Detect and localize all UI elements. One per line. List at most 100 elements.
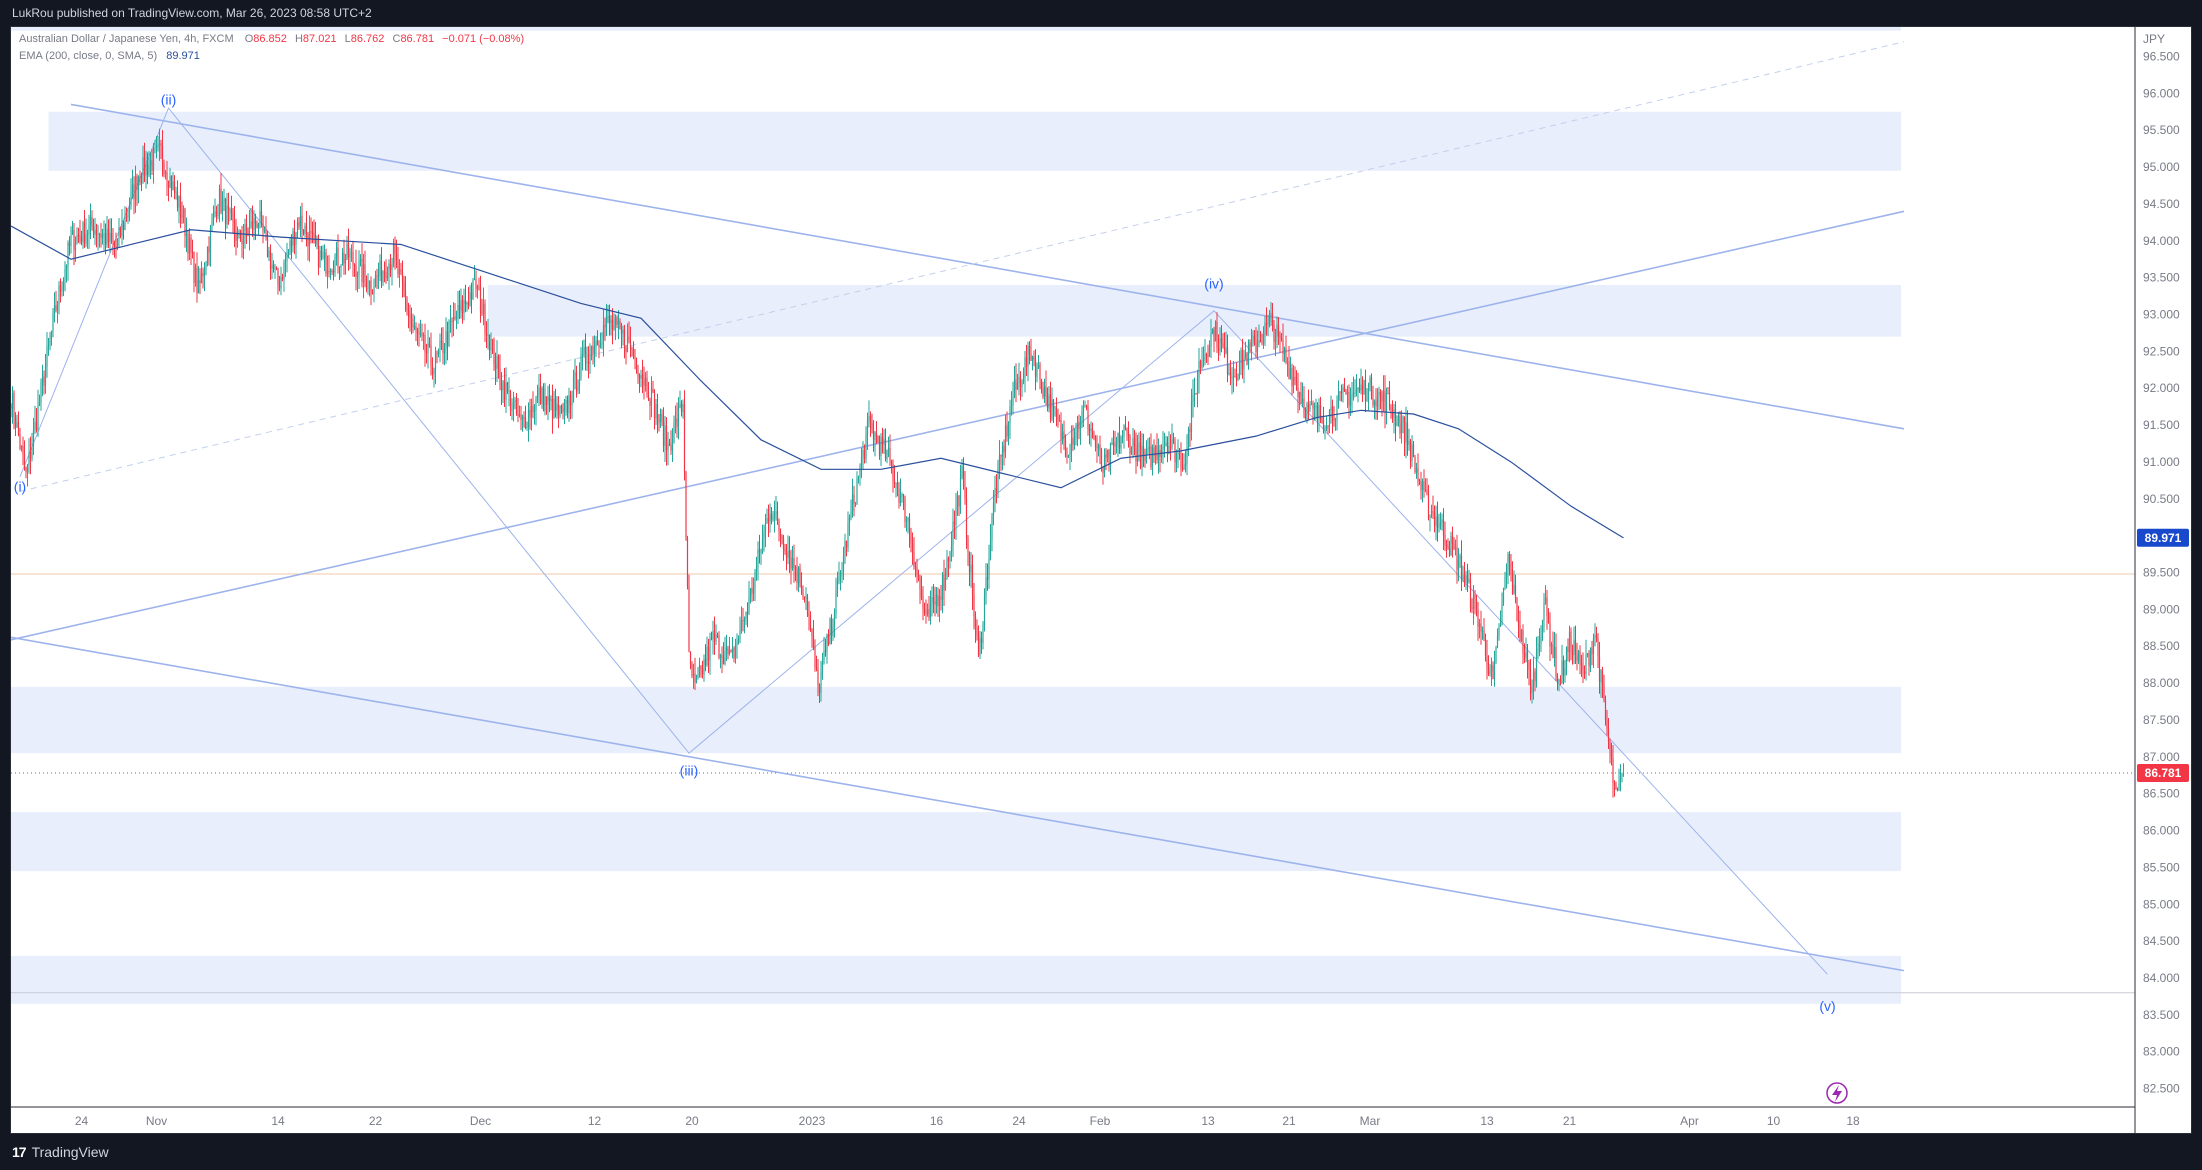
candle-body (512, 402, 515, 409)
candle-body (103, 233, 105, 235)
candle-body (1460, 555, 1463, 579)
candle-body (1259, 340, 1262, 343)
candle-body (242, 238, 245, 245)
candle-body (470, 292, 473, 300)
candle-body (53, 305, 56, 314)
candle-body (940, 596, 942, 600)
candle-body (107, 228, 110, 242)
candle-body (40, 382, 42, 403)
legend-indicator-value: 89.971 (166, 50, 200, 62)
candle-body (1022, 377, 1025, 382)
candle-body (109, 232, 111, 242)
candle-body (881, 436, 884, 445)
candle-body (178, 195, 180, 208)
candle-body (1189, 428, 1191, 432)
candle-body (1459, 555, 1461, 560)
candle-body (1130, 448, 1133, 454)
candle-body (676, 418, 678, 428)
candle-body (490, 339, 492, 351)
candle-body (1183, 464, 1185, 470)
time-tick-label: 13 (1480, 1114, 1494, 1128)
candle-body (719, 655, 722, 659)
candle-body (1594, 635, 1596, 638)
candle-body (436, 352, 438, 354)
candle-body (602, 325, 605, 342)
candle-body (1276, 324, 1278, 337)
candle-body (1036, 367, 1038, 377)
candle-body (1001, 445, 1004, 457)
candle-body (1210, 333, 1212, 348)
candle-body (313, 232, 315, 236)
lightning-icon[interactable] (1826, 1082, 1848, 1104)
candle-body (214, 211, 216, 214)
candle-body (679, 403, 681, 408)
candle-body (1321, 419, 1323, 421)
candle-body (170, 175, 173, 191)
candle-body (635, 357, 638, 371)
candle-body (1349, 397, 1352, 406)
candle-body (1171, 439, 1173, 448)
candle-body (383, 271, 386, 273)
candle-body (1355, 389, 1358, 393)
candle-body (1330, 406, 1332, 411)
candle-body (290, 240, 293, 246)
tradingview-logo[interactable]: 17 TradingView (12, 1144, 109, 1160)
current-price-tag: 86.781 (2145, 766, 2182, 780)
time-tick-label: 22 (369, 1114, 383, 1128)
wave-labels-layer: (i) (ii) (iii) (iv) (v) (14, 91, 1836, 1014)
candle-body (160, 143, 162, 146)
candle-body (377, 275, 380, 277)
candle-body (1463, 575, 1466, 582)
svg-text:EMA (200, close, 0, SMA, 5): EMA (200, close, 0, SMA, 5) 89.971 (19, 50, 200, 62)
time-tick-label: 21 (1282, 1114, 1296, 1128)
candle-body (592, 345, 594, 355)
candle-body (296, 222, 299, 234)
candle-body (347, 243, 350, 258)
candle-body (1532, 671, 1535, 687)
candle-body (1112, 442, 1115, 446)
candle-body (1556, 677, 1559, 682)
candle-body (670, 444, 672, 451)
candle-body (1373, 400, 1376, 406)
candle-body (212, 213, 215, 221)
candle-body (146, 163, 149, 175)
candle-body (208, 246, 210, 253)
candle-body (1390, 406, 1392, 412)
price-tick-label: 86.000 (2143, 824, 2180, 838)
time-tick-label: 12 (588, 1114, 602, 1128)
candle-body (680, 403, 683, 413)
candle-body (839, 572, 842, 577)
candle-body (1051, 399, 1053, 420)
candle-body (1306, 403, 1308, 419)
candle-body (694, 673, 696, 683)
candle-body (434, 352, 437, 371)
candle-body (1361, 384, 1364, 394)
candle-body (1213, 328, 1215, 342)
candle-body (685, 472, 687, 539)
candle-body (239, 230, 242, 242)
trendline (70, 103, 1905, 430)
candle-body (422, 335, 425, 337)
candle-body (974, 616, 977, 627)
candle-body (536, 394, 539, 398)
chart-svg[interactable]: (i) (ii) (iii) (iv) (v) JPY 96.500 96.000 95.50… (11, 27, 2191, 1133)
candle-body (1301, 398, 1304, 404)
candle-body (1333, 417, 1335, 421)
candle-body (1073, 439, 1076, 445)
candle-body (1357, 387, 1359, 390)
candle-body (983, 596, 986, 625)
candle-body (1471, 607, 1473, 610)
candle-body (1415, 468, 1418, 472)
candle-body (1363, 380, 1365, 394)
candle-body (790, 557, 792, 569)
candle-body (1412, 444, 1415, 457)
candle-body (1595, 635, 1598, 639)
candle-body (62, 279, 65, 290)
candle-body (715, 634, 717, 642)
candle-body (854, 503, 857, 505)
candle-body (1129, 435, 1131, 454)
candle-body (1565, 646, 1568, 668)
candle-body (1609, 742, 1611, 750)
candle-body (1265, 322, 1268, 325)
candle-body (275, 267, 278, 269)
